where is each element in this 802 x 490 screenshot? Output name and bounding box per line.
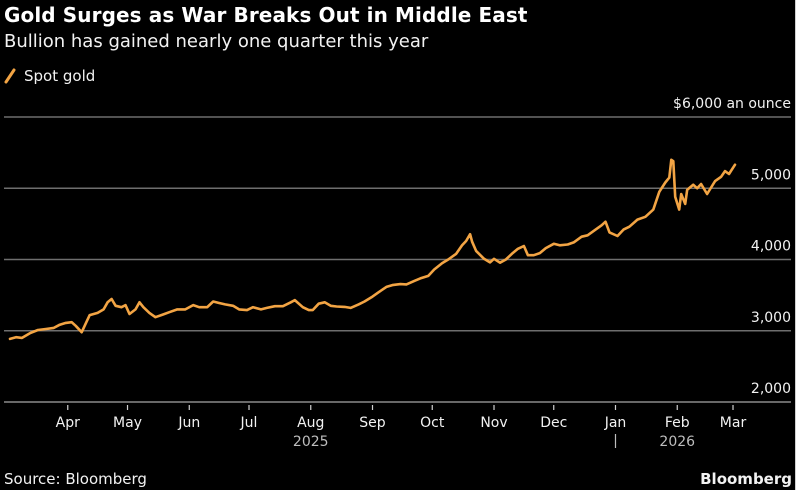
y-tick-label-4000: 4,000 [751, 239, 791, 255]
legend-line-icon [4, 68, 16, 84]
x-tick-label-sep: Sep [359, 415, 386, 431]
chart-title: Gold Surges as War Breaks Out in Middle … [4, 3, 528, 27]
series-line-spot-gold [8, 158, 737, 341]
x-tick-label-jul: Jul [240, 415, 258, 431]
x-tick-label-feb: Feb [665, 415, 690, 431]
gridlines [4, 116, 791, 403]
x-tick-label-may: May [113, 415, 142, 431]
x-tick-label-aug: Aug [297, 415, 324, 431]
x-tick-label-nov: Nov [480, 415, 507, 431]
source-note: Source: Bloomberg [4, 470, 147, 488]
series-layer [8, 158, 737, 341]
y-tick-label-6000: $6,000 an ounce [673, 96, 791, 112]
legend-label-spot-gold: Spot gold [24, 67, 96, 85]
legend: Spot gold [4, 66, 95, 86]
x-tick-label-jun: Jun [177, 415, 200, 431]
x-tick-label-mar: Mar [720, 415, 747, 431]
brand-logo-text: Bloomberg [700, 470, 792, 488]
year-label-2025: 2025 [293, 434, 329, 450]
x-tick-label-dec: Dec [540, 415, 567, 431]
right-border [795, 0, 796, 490]
x-tick-label-apr: Apr [56, 415, 80, 431]
chart-subtitle: Bullion has gained nearly one quarter th… [4, 31, 429, 52]
year-label-2026: 2026 [659, 434, 695, 450]
x-tick-label-oct: Oct [420, 415, 445, 431]
right-margin [796, 0, 802, 490]
y-tick-label-5000: 5,000 [751, 167, 791, 183]
y-axis-labels: 2,000 3,000 4,000 5,000 $6,000 an ounce [673, 96, 791, 397]
y-tick-label-2000: 2,000 [751, 381, 791, 397]
x-axis: Apr May Jun Jul Aug Sep Oct Nov Dec Jan Feb Mar 2025… [56, 405, 747, 450]
x-tick-label-jan: Jan [604, 415, 627, 431]
y-tick-label-3000: 3,000 [751, 310, 791, 326]
